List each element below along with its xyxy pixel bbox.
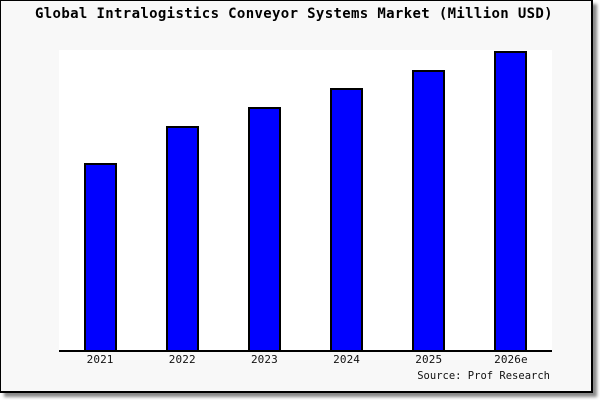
- bar-2026e: [494, 51, 528, 350]
- plot-area: [59, 50, 552, 350]
- x-tick-label-2025: 2025: [415, 353, 443, 366]
- bar-2021: [83, 162, 117, 350]
- x-tick-label-2023: 2023: [250, 353, 278, 366]
- x-tick-label-2024: 2024: [333, 353, 361, 366]
- bar-2025: [412, 69, 446, 350]
- bar-2022: [165, 125, 199, 350]
- bar-2024: [330, 87, 364, 350]
- x-tick-label-2026e: 2026e: [494, 353, 528, 366]
- chart-title: Global Intralogistics Conveyor Systems M…: [35, 6, 553, 22]
- bar-2023: [247, 106, 281, 350]
- x-tick-label-2022: 2022: [168, 353, 196, 366]
- x-axis-line: [59, 350, 552, 352]
- source-credit: Source: Prof Research: [417, 370, 550, 382]
- x-tick-label-2021: 2021: [86, 353, 114, 366]
